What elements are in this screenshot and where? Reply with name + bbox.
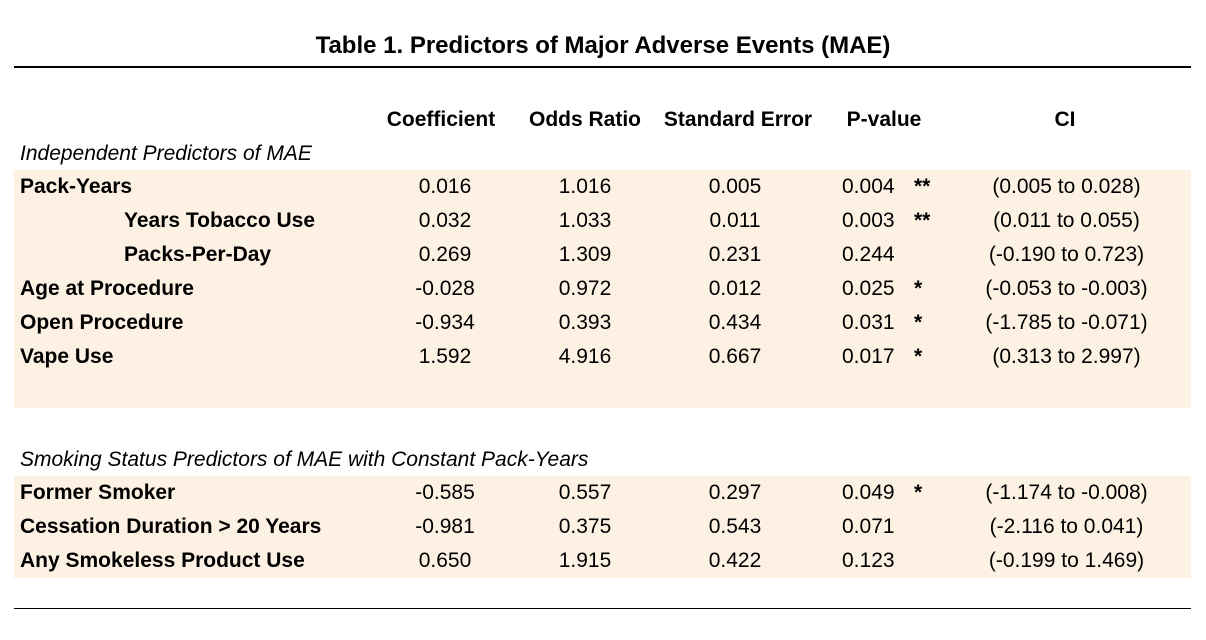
coefficient-cell: -0.028: [415, 277, 475, 300]
header-p-value: P-value: [846, 108, 922, 131]
ci-cell: (-0.053 to -0.003): [985, 277, 1148, 300]
odds-ratio-cell: 1.915: [558, 549, 612, 572]
standard-error-cell: 0.005: [708, 175, 762, 198]
significance-marker: [914, 544, 954, 578]
odds-ratio-cell: 0.375: [558, 515, 612, 538]
ci-cell: (-0.190 to 0.723): [988, 243, 1145, 266]
odds-ratio-cell: 4.916: [558, 345, 612, 368]
coefficient-cell: -0.934: [415, 311, 475, 334]
p-value-cell: 0.003: [842, 209, 895, 232]
significance-marker: *: [914, 277, 923, 300]
ci-cell: (-0.199 to 1.469): [988, 549, 1145, 572]
significance-marker: *: [914, 345, 923, 368]
coefficient-cell: -0.585: [415, 481, 475, 504]
significance-marker: [914, 238, 954, 272]
row-label: Packs-Per-Day: [124, 243, 272, 266]
ci-cell: (-1.785 to -0.071): [985, 311, 1148, 334]
row-label: Years Tobacco Use: [124, 209, 316, 232]
coefficient-cell: 0.269: [418, 243, 472, 266]
table-row: Packs-Per-Day 0.269 1.309 0.231 0.244 (-…: [14, 238, 1191, 272]
ci-cell: (0.011 to 0.055): [993, 209, 1140, 232]
p-value-cell: 0.071: [842, 515, 895, 538]
significance-marker: *: [914, 481, 923, 504]
significance-marker: [914, 510, 954, 544]
p-value-cell: 0.004: [842, 175, 895, 198]
ci-cell: (-2.116 to 0.041): [989, 515, 1144, 538]
odds-ratio-cell: 1.033: [558, 209, 612, 232]
table-row: Former Smoker -0.585 0.557 0.297 0.049 *…: [14, 476, 1191, 510]
header-standard-error: Standard Error: [663, 108, 813, 131]
table-row: Cessation Duration > 20 Years -0.981 0.3…: [14, 510, 1191, 544]
p-value-cell: 0.025: [842, 277, 895, 300]
ci-cell: (0.005 to 0.028): [992, 175, 1141, 198]
coefficient-cell: 0.650: [418, 549, 472, 572]
coefficient-cell: 0.016: [418, 175, 472, 198]
header-coefficient: Coefficient: [386, 108, 496, 131]
row-label: Vape Use: [20, 345, 114, 368]
significance-marker: **: [914, 209, 931, 232]
table-row: Vape Use 1.592 4.916 0.667 0.017 * (0.31…: [14, 340, 1191, 374]
row-label: Former Smoker: [20, 481, 176, 504]
coefficient-cell: -0.981: [415, 515, 475, 538]
row-label: Cessation Duration > 20 Years: [20, 515, 322, 538]
bottom-rule: [14, 608, 1191, 609]
row-label: Any Smokeless Product Use: [20, 549, 305, 572]
standard-error-cell: 0.231: [708, 243, 762, 266]
standard-error-cell: 0.012: [708, 277, 762, 300]
p-value-cell: 0.017: [842, 345, 895, 368]
p-value-cell: 0.031: [842, 311, 895, 334]
table-row: Any Smokeless Product Use 0.650 1.915 0.…: [14, 544, 1191, 578]
spacer-row: [14, 374, 1191, 408]
significance-marker: *: [914, 311, 923, 334]
standard-error-cell: 0.422: [708, 549, 762, 572]
standard-error-cell: 0.011: [709, 209, 761, 232]
table-row: Age at Procedure -0.028 0.972 0.012 0.02…: [14, 272, 1191, 306]
odds-ratio-cell: 1.016: [558, 175, 612, 198]
row-label: Age at Procedure: [20, 277, 194, 300]
ci-cell: (-1.174 to -0.008): [985, 481, 1148, 504]
table-row: Open Procedure -0.934 0.393 0.434 0.031 …: [14, 306, 1191, 340]
odds-ratio-cell: 1.309: [558, 243, 612, 266]
header-odds-ratio: Odds Ratio: [528, 108, 641, 131]
odds-ratio-cell: 0.393: [558, 311, 612, 334]
section-label-smoking-status: Smoking Status Predictors of MAE with Co…: [20, 448, 589, 471]
coefficient-cell: 1.592: [418, 345, 472, 368]
table-title: Table 1. Predictors of Major Adverse Eve…: [315, 32, 891, 59]
top-rule: [14, 66, 1191, 68]
significance-marker: **: [914, 175, 931, 198]
p-value-cell: 0.049: [842, 481, 895, 504]
coefficient-cell: 0.032: [418, 209, 472, 232]
standard-error-cell: 0.297: [708, 481, 762, 504]
standard-error-cell: 0.434: [708, 311, 762, 334]
table-row: Years Tobacco Use 0.032 1.033 0.011 0.00…: [14, 204, 1191, 238]
row-label: Open Procedure: [20, 311, 184, 334]
p-value-cell: 0.244: [842, 243, 895, 266]
standard-error-cell: 0.543: [708, 515, 762, 538]
header-ci: CI: [1054, 108, 1076, 131]
standard-error-cell: 0.667: [708, 345, 762, 368]
ci-cell: (0.313 to 2.997): [992, 345, 1141, 368]
p-value-cell: 0.123: [842, 549, 895, 572]
section-label-independent: Independent Predictors of MAE: [20, 142, 312, 165]
table-row: Pack-Years 0.016 1.016 0.005 0.004 ** (0…: [14, 170, 1191, 204]
odds-ratio-cell: 0.972: [558, 277, 612, 300]
odds-ratio-cell: 0.557: [558, 481, 612, 504]
row-label: Pack-Years: [20, 175, 133, 198]
